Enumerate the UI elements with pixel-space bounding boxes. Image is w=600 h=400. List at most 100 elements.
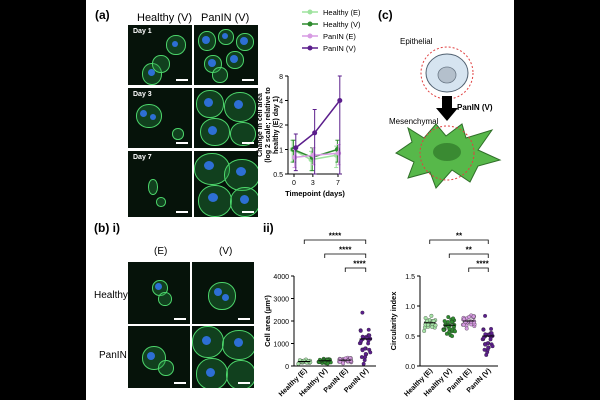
significance-bracket bbox=[429, 239, 489, 244]
y-tick-label: 1.0 bbox=[405, 304, 415, 311]
y-axis-label: (log 2 scale; relative to bbox=[265, 87, 272, 162]
data-point bbox=[483, 342, 488, 347]
data-point bbox=[451, 316, 456, 321]
data-point bbox=[444, 331, 449, 336]
data-point bbox=[483, 313, 488, 318]
significance-label: **** bbox=[339, 246, 352, 255]
micrograph-healthy-day1: Day 1 bbox=[128, 25, 192, 85]
data-point bbox=[469, 319, 474, 324]
significance-label: **** bbox=[353, 260, 366, 269]
y-axis-label: Change in cell area bbox=[257, 93, 264, 157]
data-point bbox=[461, 322, 466, 327]
data-point bbox=[446, 320, 450, 325]
data-point bbox=[422, 328, 427, 333]
data-point bbox=[467, 315, 472, 319]
significance-bracket bbox=[324, 253, 367, 258]
panel-ii-label: ii) bbox=[263, 221, 274, 235]
data-point bbox=[341, 361, 346, 366]
legend-marker bbox=[307, 9, 313, 15]
col-header-v: (V) bbox=[219, 246, 233, 257]
day-label: Day 3 bbox=[133, 91, 152, 98]
micrograph-panin-e bbox=[128, 326, 190, 388]
legend-label: PanIN (E) bbox=[323, 32, 356, 41]
y-tick-label: 8 bbox=[279, 74, 283, 81]
right-border bbox=[514, 0, 600, 400]
significance-label: **** bbox=[329, 232, 342, 241]
data-point bbox=[360, 334, 365, 339]
y-axis-label: Circularity index bbox=[389, 291, 398, 351]
y-axis-label: Cell area (µm²) bbox=[263, 295, 272, 347]
data-point bbox=[442, 319, 447, 324]
down-arrow-icon bbox=[436, 96, 458, 121]
y-axis-label: healthy (E) day 1) bbox=[273, 96, 280, 154]
scale-bar bbox=[174, 318, 186, 320]
data-point bbox=[426, 322, 431, 327]
micrograph-panin-day7 bbox=[194, 151, 258, 217]
data-point bbox=[293, 145, 299, 151]
scale-bar bbox=[242, 211, 254, 213]
significance-bracket bbox=[303, 239, 367, 244]
y-tick-label: 1 bbox=[279, 148, 283, 155]
significance-label: **** bbox=[476, 260, 489, 269]
data-point bbox=[447, 326, 452, 331]
mesenchymal-label: Mesenchymal bbox=[389, 117, 439, 126]
row-label-panin: PanIN bbox=[99, 350, 127, 361]
significance-label: ** bbox=[466, 246, 473, 255]
data-point bbox=[441, 328, 446, 333]
scale-bar bbox=[238, 382, 250, 384]
micrograph-panin-day1 bbox=[194, 25, 258, 85]
data-point bbox=[358, 328, 363, 333]
data-point bbox=[359, 355, 364, 360]
y-tick-label: 4 bbox=[279, 99, 283, 106]
data-point bbox=[450, 334, 455, 339]
x-tick-label: 7 bbox=[336, 180, 340, 187]
day-label: Day 1 bbox=[133, 28, 152, 35]
y-tick-label: 0 bbox=[285, 364, 289, 371]
data-point bbox=[471, 314, 476, 319]
data-point bbox=[482, 347, 487, 352]
scale-bar bbox=[176, 211, 188, 213]
scale-bar bbox=[176, 142, 188, 144]
epithelial-label: Epithelial bbox=[400, 37, 433, 46]
scale-bar bbox=[242, 79, 254, 81]
row-label-healthy: Healthy bbox=[94, 290, 128, 301]
y-tick-label: 1.5 bbox=[405, 274, 415, 281]
data-point bbox=[464, 326, 469, 331]
micrograph-panin-day3 bbox=[194, 88, 258, 148]
data-point bbox=[367, 333, 372, 338]
legend-label: Healthy (E) bbox=[323, 8, 361, 17]
data-point bbox=[481, 327, 486, 332]
data-point bbox=[360, 310, 365, 315]
data-point bbox=[446, 315, 451, 319]
scale-bar bbox=[176, 79, 188, 81]
legend-label: PanIN (V) bbox=[323, 44, 356, 53]
left-border bbox=[0, 0, 86, 400]
y-tick-label: 0.5 bbox=[273, 172, 283, 179]
micrograph-panin-v bbox=[192, 326, 254, 388]
panel-a-label: (a) bbox=[95, 8, 110, 22]
scale-bar bbox=[242, 142, 254, 144]
col-header-e: (E) bbox=[154, 246, 168, 257]
mesenchymal-nucleus bbox=[433, 143, 461, 161]
data-point bbox=[360, 348, 365, 353]
y-tick-label: 2 bbox=[279, 123, 283, 130]
y-tick-label: 1000 bbox=[273, 342, 289, 349]
panel-b-label: (b) i) bbox=[94, 221, 120, 235]
col-header-panin-v: PanIN (V) bbox=[201, 12, 250, 24]
day-label: Day 7 bbox=[133, 154, 152, 161]
x-axis-label: Timepoint (days) bbox=[285, 189, 345, 198]
legend-label: Healthy (V) bbox=[323, 20, 361, 29]
legend-marker bbox=[307, 45, 313, 51]
micrograph-healthy-v bbox=[192, 262, 254, 324]
data-point bbox=[429, 313, 434, 318]
y-tick-label: 0.0 bbox=[405, 364, 415, 371]
legend-marker bbox=[307, 21, 313, 27]
data-point bbox=[361, 361, 366, 366]
y-tick-label: 0.5 bbox=[405, 334, 415, 341]
col-header-healthy-v: Healthy (V) bbox=[137, 12, 193, 24]
y-tick-label: 4000 bbox=[273, 274, 289, 281]
data-point bbox=[486, 345, 491, 350]
